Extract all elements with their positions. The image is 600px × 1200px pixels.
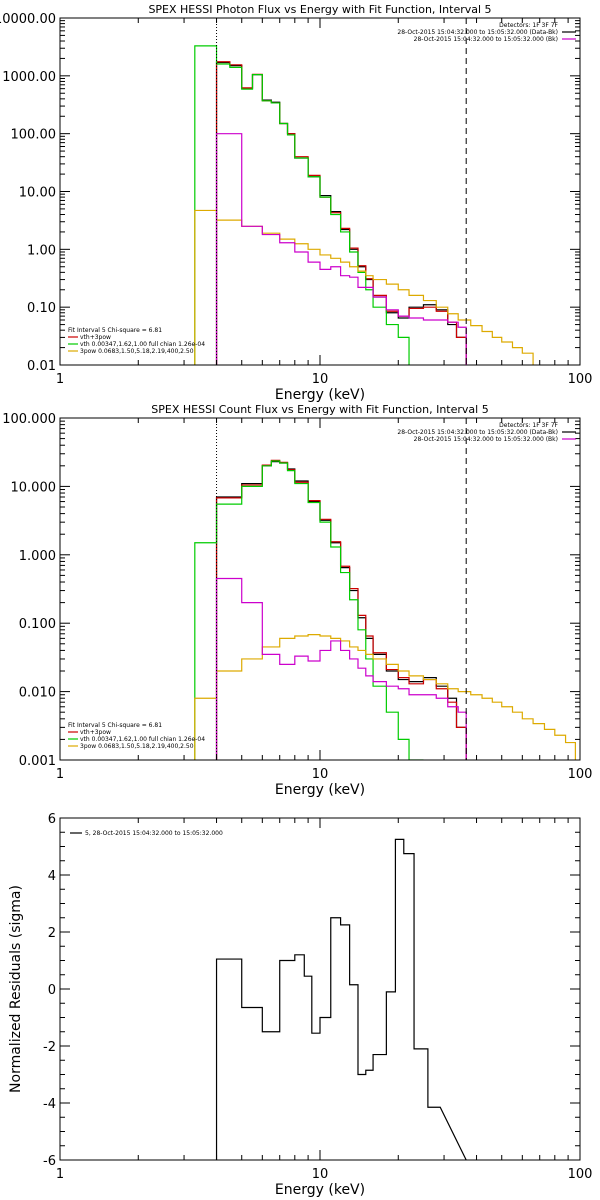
series-group <box>194 459 576 760</box>
y-tick-label: 4 <box>48 869 56 884</box>
y-tick-label: 100.00 <box>11 128 57 143</box>
x-tick-label: 1 <box>56 767 64 782</box>
series-line-5 <box>215 577 467 760</box>
residual-legend-label: 5, 28-Oct-2015 15:04:32.000 to 15:05:32.… <box>85 830 223 837</box>
x-tick-label: 10 <box>312 1167 329 1182</box>
chart-panel-2: 1 10 100 0.001 0.010 0.100 1.000 10.000 100.000 S… <box>2 403 592 798</box>
fit-legend-label: vth+3pow <box>80 334 111 341</box>
y-tick-label: 1000.00 <box>2 70 56 85</box>
info-line: 28-Oct-2015 15:04:32.000 to 15:05:32.000… <box>414 36 558 43</box>
fit-header: Fit Interval 5 Chi-square = 6.81 <box>68 722 162 729</box>
series-line-4 <box>194 634 576 760</box>
chart-title: SPEX HESSI Photon Flux vs Energy with Fi… <box>148 3 491 16</box>
fit-legend-label: vth+3pow <box>80 729 111 736</box>
y-tick-label: 0.100 <box>19 617 56 632</box>
x-tick-label: 10 <box>312 767 329 782</box>
series-line-2 <box>215 459 467 760</box>
info-line: 28-Oct-2015 15:04:32.000 to 15:05:32.000… <box>397 429 558 436</box>
fit-legend-label: vth 0.00347,1.62,1.00 full chian 1.26e-0… <box>80 341 205 348</box>
x-tick-label: 100 <box>568 1167 593 1182</box>
chart-panel-1: 1 10 100 0.01 0.10 1.00 10.00 100.00 1000.00 1000… <box>0 3 592 403</box>
x-tick-label: 1 <box>56 1167 64 1182</box>
y-tick-label: -4 <box>43 1097 56 1112</box>
plot-frame <box>59 817 581 1161</box>
series-line-3 <box>194 45 410 365</box>
x-axis-label: Energy (keV) <box>275 1182 365 1198</box>
x-axis-label: Energy (keV) <box>275 387 365 403</box>
x-tick-label: 100 <box>568 767 593 782</box>
info-line: Detectors: 1F 3F 7F <box>499 422 558 429</box>
series-group <box>194 45 534 365</box>
plot-frame <box>59 417 581 761</box>
y-tick-label: 100.000 <box>2 412 56 427</box>
y-tick-label: 10.00 <box>19 186 56 201</box>
y-tick-label: 0.01 <box>27 359 56 374</box>
fit-header: Fit Interval 5 Chi-square = 6.81 <box>68 327 162 334</box>
fit-legend-label: 3pow 0.0683,1.50,5.18,2.19,400,2.50 <box>80 743 194 750</box>
fit-legend-label: 3pow 0.0683,1.50,5.18,2.19,400,2.50 <box>80 348 194 355</box>
info-line: Detectors: 1F 3F 7F <box>499 22 558 29</box>
series-line-4 <box>194 209 534 365</box>
x-tick-label: 10 <box>312 372 329 387</box>
info-line: 28-Oct-2015 15:04:32.000 to 15:05:32.000… <box>397 29 558 36</box>
info-line: 28-Oct-2015 15:04:32.000 to 15:05:32.000… <box>414 436 558 443</box>
y-axis-label: Normalized Residuals (sigma) <box>8 885 24 1093</box>
y-tick-label: 10.000 <box>11 480 57 495</box>
y-tick-label: 2 <box>48 926 56 941</box>
fit-legend-label: vth 0.00347,1.62,1.00 full chian 1.26e-0… <box>80 736 205 743</box>
x-tick-label: 1 <box>56 372 64 387</box>
y-tick-label: -6 <box>43 1154 56 1169</box>
y-tick-label: 0.001 <box>19 754 56 769</box>
x-axis-label: Energy (keV) <box>275 782 365 798</box>
series-line-5 <box>215 133 467 365</box>
y-tick-label: 1.00 <box>27 243 56 258</box>
y-tick-label: 0.010 <box>19 686 56 701</box>
series-line-1 <box>215 461 467 760</box>
series-group <box>215 838 467 1160</box>
series-line-3 <box>194 460 424 760</box>
series-line-1 <box>215 838 467 1160</box>
chart-panel-3: 1 10 100 -6 -4 -2 0 2 4 6 Energy (keV) Normalized R… <box>8 812 592 1198</box>
y-tick-label: 1.000 <box>19 549 56 564</box>
y-tick-label: 0.10 <box>27 301 56 316</box>
y-tick-label: 0 <box>48 983 56 998</box>
y-tick-label: 6 <box>48 812 56 827</box>
chart-title: SPEX HESSI Count Flux vs Energy with Fit… <box>151 403 488 416</box>
y-tick-label: 10000.00 <box>0 12 56 27</box>
y-tick-label: -2 <box>43 1040 56 1055</box>
x-tick-label: 100 <box>568 372 593 387</box>
